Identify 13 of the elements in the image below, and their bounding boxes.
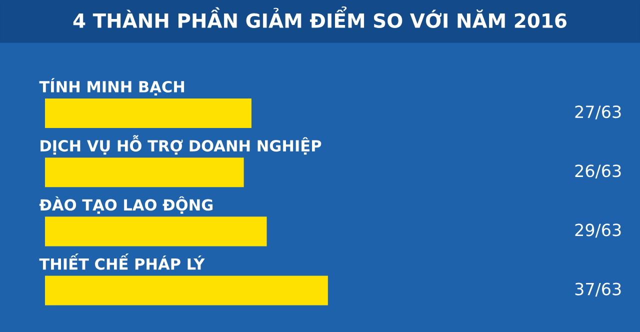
y-tick-label: ĐÀO TẠO LAO ĐỘNG	[39, 196, 213, 214]
y-tick-label: THIẾT CHẾ PHÁP LÝ	[39, 253, 205, 270]
y-tick-label: DỊCH VỤ HỖ TRỢ DOANH NGHIỆP	[40, 135, 322, 155]
data-label: 29/63	[575, 224, 621, 238]
bar	[45, 98, 252, 128]
data-label: 27/63	[575, 105, 621, 120]
bar	[45, 216, 267, 246]
data-label: 37/63	[575, 282, 621, 297]
chart-title: 4 THÀNH PHẦN GIẢM ĐIỂM SO VỚI NĂM 2016	[73, 6, 566, 28]
y-tick-label: TÍNH MINH BẠCH	[39, 78, 184, 96]
bar	[45, 276, 328, 306]
data-label: 26/63	[575, 164, 621, 178]
bar	[45, 158, 244, 188]
